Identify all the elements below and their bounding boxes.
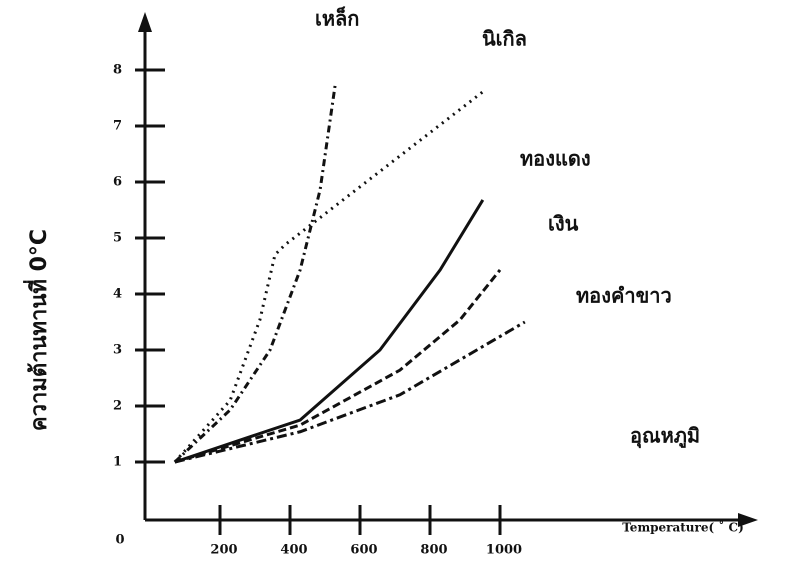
annotation: อุณหภูมิ bbox=[630, 424, 700, 450]
y-tick-label: 7 bbox=[113, 119, 122, 134]
y-axis-arrow bbox=[138, 12, 152, 32]
y-tick-label: 3 bbox=[113, 343, 122, 358]
y-axis-label: ความต้านทานที่ 0°C bbox=[22, 229, 52, 431]
y-tick-label: 1 bbox=[113, 455, 122, 470]
series-label: ทองคำขาว bbox=[576, 284, 672, 308]
series-line bbox=[175, 85, 335, 462]
y-tick-label: 5 bbox=[113, 231, 122, 246]
series-label: เหล็ก bbox=[315, 6, 359, 31]
series-label: เงิน bbox=[548, 212, 579, 236]
series-line bbox=[175, 322, 525, 462]
x-axis-label: Temperature( ˚ C) bbox=[622, 520, 744, 535]
x-tick-label: 800 bbox=[420, 543, 447, 558]
y-tick-label: 8 bbox=[113, 63, 122, 78]
y-tick-label: 6 bbox=[113, 175, 122, 190]
series-line bbox=[175, 200, 483, 462]
x-tick-label: 400 bbox=[280, 543, 307, 558]
series-line bbox=[175, 90, 485, 462]
origin-label: 0 bbox=[115, 533, 124, 548]
x-tick-label: 1000 bbox=[486, 543, 522, 558]
x-tick-label: 600 bbox=[350, 543, 377, 558]
x-tick-label: 200 bbox=[210, 543, 237, 558]
y-tick-label: 4 bbox=[113, 287, 122, 302]
series-label: ทองแดง bbox=[520, 147, 591, 171]
series-label: นิเกิล bbox=[482, 27, 527, 51]
chart: 0 Temperature( ˚ C) อุณหภูมิ ความต้านทาน… bbox=[0, 0, 785, 562]
y-tick-label: 2 bbox=[113, 399, 122, 414]
